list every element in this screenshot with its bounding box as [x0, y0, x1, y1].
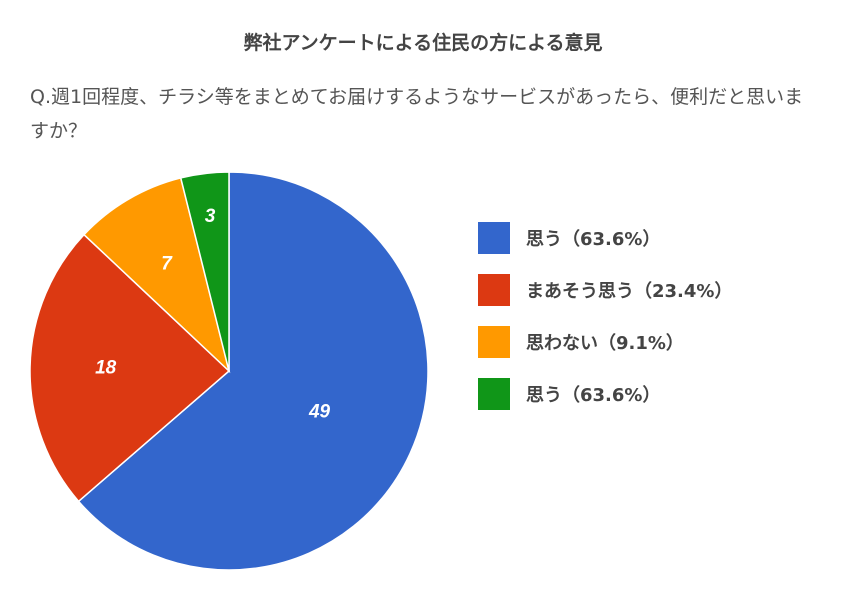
- slice-value-label: 18: [95, 357, 117, 378]
- legend-item: 思う（63.6%）: [478, 222, 732, 254]
- legend-swatch: [478, 378, 510, 410]
- pie-slice: [77, 171, 429, 571]
- legend-item: 思わない（9.1%）: [478, 326, 732, 358]
- legend-label: 思わない（9.1%）: [526, 333, 684, 354]
- legend-label: 思う（63.6%）: [526, 229, 661, 250]
- legend-swatch: [478, 326, 510, 358]
- legend-swatch: [478, 222, 510, 254]
- chart-title: 弊社アンケートによる住民の方による意見: [243, 32, 603, 54]
- pie-slice: [29, 233, 231, 503]
- legend-item: 思う（63.6%）: [478, 378, 732, 410]
- legend-swatch: [478, 274, 510, 306]
- pie-slice: [179, 171, 230, 372]
- legend-label: まあそう思う（23.4%）: [526, 281, 733, 302]
- survey-question: Q.週1回程度、チラシ等をまとめてお届けするようなサービスがあったら、便利だと思…: [30, 86, 804, 142]
- slice-value-label: 7: [161, 254, 173, 275]
- slice-value-label: 49: [308, 401, 331, 422]
- chart-legend: 思う（63.6%） まあそう思う（23.4%） 思わない（9.1%） 思う（63…: [478, 222, 732, 430]
- slice-value-label: 3: [205, 206, 216, 227]
- legend-label: 思う（63.6%）: [526, 385, 661, 406]
- legend-item: まあそう思う（23.4%）: [478, 274, 732, 306]
